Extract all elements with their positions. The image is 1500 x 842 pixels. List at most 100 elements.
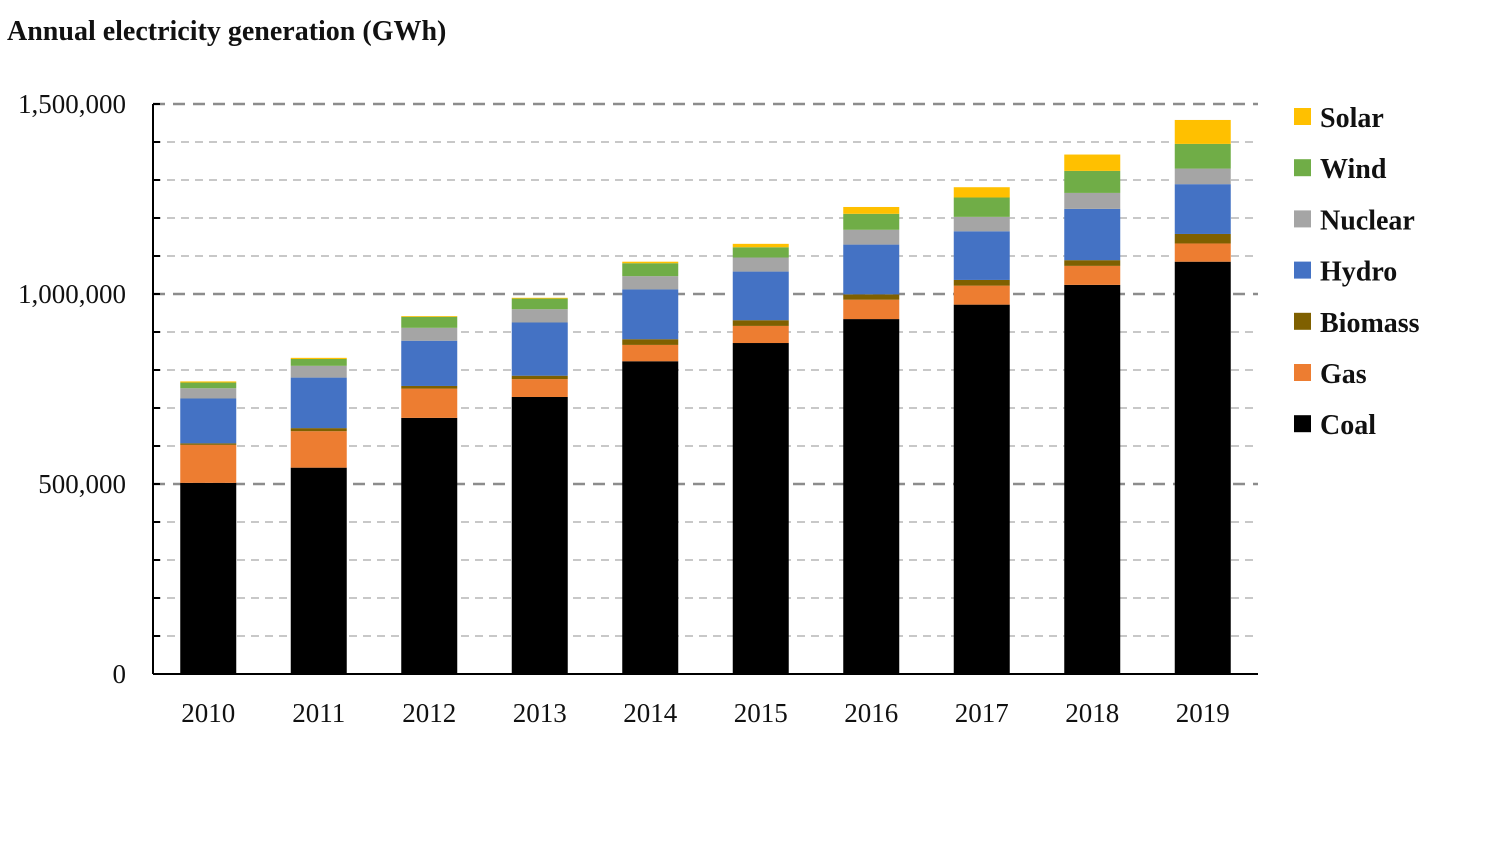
bar-hydro-2012: [401, 340, 458, 386]
legend-swatch-coal: [1294, 415, 1311, 433]
bar-solar-2019: [1174, 119, 1231, 144]
bar-nuclear-2014: [622, 276, 679, 290]
bar-nuclear-2013: [511, 309, 568, 323]
bar-biomass-2015: [732, 320, 789, 326]
bar-solar-2014: [622, 261, 679, 264]
bar-hydro-2010: [180, 398, 237, 444]
bar-nuclear-2016: [843, 229, 900, 245]
chart-title: Annual electricity generation (GWh): [7, 16, 447, 47]
bar-nuclear-2015: [732, 257, 789, 272]
legend-label-nuclear: Nuclear: [1320, 205, 1415, 236]
legend-label-coal: Coal: [1320, 410, 1376, 441]
y-tick-label: 500,000: [38, 469, 126, 499]
bar-solar-2015: [732, 243, 789, 248]
bar-wind-2010: [180, 382, 237, 389]
x-tick-label: 2015: [734, 698, 788, 728]
bar-solar-2018: [1064, 154, 1121, 171]
bar-gas-2016: [843, 299, 900, 320]
bar-solar-2016: [843, 206, 900, 214]
bar-hydro-2016: [843, 244, 900, 295]
x-tick-label: 2013: [513, 698, 567, 728]
x-tick-label: 2019: [1176, 698, 1230, 728]
bar-gas-2017: [953, 285, 1010, 305]
bar-nuclear-2018: [1064, 192, 1121, 209]
bar-coal-2015: [732, 343, 789, 674]
legend-label-gas: Gas: [1320, 359, 1367, 390]
y-tick-label: 1,500,000: [18, 89, 126, 119]
bar-nuclear-2010: [180, 388, 237, 399]
bar-coal-2013: [511, 396, 568, 674]
bar-coal-2014: [622, 361, 679, 674]
bar-nuclear-2017: [953, 216, 1010, 232]
bar-wind-2012: [401, 316, 458, 328]
bar-gas-2015: [732, 325, 789, 344]
bar-coal-2010: [180, 482, 237, 674]
bar-biomass-2013: [511, 375, 568, 380]
bar-biomass-2018: [1064, 260, 1121, 266]
bar-coal-2012: [401, 417, 458, 674]
bar-wind-2016: [843, 213, 900, 230]
bar-nuclear-2011: [290, 365, 347, 378]
bar-gas-2012: [401, 388, 458, 418]
legend-label-hydro: Hydro: [1320, 257, 1397, 288]
legend-label-wind: Wind: [1320, 154, 1387, 185]
bar-gas-2013: [511, 379, 568, 397]
bar-wind-2013: [511, 298, 568, 310]
bar-coal-2019: [1174, 261, 1231, 674]
legend-swatch-nuclear: [1294, 210, 1311, 228]
bar-gas-2019: [1174, 243, 1231, 262]
bar-hydro-2013: [511, 322, 568, 376]
bar-hydro-2017: [953, 231, 1010, 280]
bar-biomass-2011: [290, 428, 347, 432]
bar-gas-2011: [290, 431, 347, 468]
bar-solar-2011: [290, 357, 347, 359]
bar-biomass-2016: [843, 294, 900, 300]
bar-biomass-2010: [180, 443, 237, 445]
x-tick-label: 2017: [955, 698, 1009, 728]
bar-solar-2013: [511, 297, 568, 299]
bar-coal-2016: [843, 319, 900, 674]
bar-biomass-2019: [1174, 233, 1231, 244]
x-tick-label: 2018: [1065, 698, 1119, 728]
x-tick-label: 2010: [181, 698, 235, 728]
bar-solar-2012: [401, 316, 458, 317]
bar-wind-2015: [732, 247, 789, 258]
bar-gas-2010: [180, 444, 237, 483]
legend-label-biomass: Biomass: [1320, 308, 1420, 339]
y-tick-label: 0: [113, 659, 127, 689]
bar-hydro-2019: [1174, 184, 1231, 234]
bar-biomass-2017: [953, 279, 1010, 286]
x-tick-label: 2011: [292, 698, 345, 728]
bar-solar-2017: [953, 187, 1010, 198]
bar-biomass-2014: [622, 339, 679, 345]
bar-gas-2014: [622, 344, 679, 362]
bar-wind-2014: [622, 263, 679, 277]
legend-swatch-biomass: [1294, 312, 1311, 330]
bar-hydro-2015: [732, 271, 789, 321]
bar-coal-2017: [953, 304, 1010, 674]
x-tick-label: 2012: [402, 698, 456, 728]
bar-hydro-2014: [622, 289, 679, 340]
legend-label-solar: Solar: [1320, 103, 1384, 134]
y-tick-label: 1,000,000: [18, 279, 126, 309]
bar-wind-2018: [1064, 170, 1121, 193]
bar-nuclear-2012: [401, 327, 458, 341]
bar-biomass-2012: [401, 385, 458, 389]
bar-solar-2010: [180, 381, 237, 383]
bar-nuclear-2019: [1174, 168, 1231, 185]
bar-wind-2011: [290, 358, 347, 366]
bar-gas-2018: [1064, 265, 1121, 285]
bar-coal-2011: [290, 467, 347, 674]
x-tick-label: 2016: [844, 698, 898, 728]
bar-hydro-2011: [290, 377, 347, 429]
legend-swatch-wind: [1294, 159, 1311, 177]
bar-wind-2019: [1174, 143, 1231, 169]
bar-hydro-2018: [1064, 208, 1121, 261]
legend-swatch-gas: [1294, 364, 1311, 381]
bar-coal-2018: [1064, 284, 1121, 674]
legend-swatch-hydro: [1294, 261, 1311, 279]
legend-swatch-solar: [1294, 108, 1311, 125]
x-tick-label: 2014: [623, 698, 678, 728]
bar-wind-2017: [953, 197, 1010, 217]
